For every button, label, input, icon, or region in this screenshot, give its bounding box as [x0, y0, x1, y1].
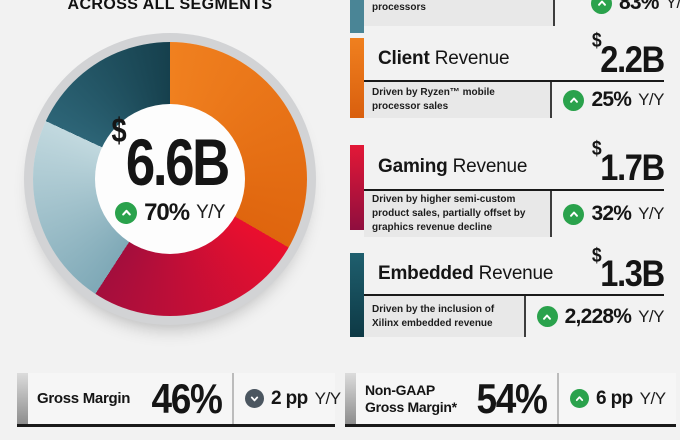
revenue-donut-chart: $6.6B 70% Y/Y [33, 42, 307, 316]
non-gaap-margin-value: 54% [476, 374, 548, 422]
growth-percent: 83% [619, 0, 659, 14]
gaming-revenue-value: $1.7B [592, 139, 666, 188]
card-non-gaap-gross-margin: Non-GAAP Gross Margin* 54% 6 pp Y/Y [345, 373, 676, 427]
segment-name: Client [378, 48, 430, 69]
page-title: ACROSS ALL SEGMENTS [67, 0, 273, 13]
up-arrow-icon [591, 0, 612, 14]
donut-hole: $6.6B 70% Y/Y [95, 104, 245, 254]
segment-type: Revenue [434, 48, 510, 69]
gray-color-bar [17, 373, 28, 424]
embedded-growth: 2,228% Y/Y [526, 296, 664, 337]
embedded-revenue-value: $1.3B [592, 246, 666, 294]
up-arrow-icon [536, 306, 558, 327]
card-datacenter-partial: processors 83% Y/Y [350, 0, 680, 33]
non-gaap-label-line2: Gross Margin* [365, 398, 457, 415]
gaming-growth: 32% Y/Y [552, 191, 664, 237]
segment-name: Gaming [378, 156, 448, 177]
change-suffix: Y/Y [639, 388, 666, 408]
up-arrow-icon [563, 89, 585, 111]
card-title: Embedded Revenue [378, 263, 553, 285]
up-arrow-icon [563, 203, 585, 225]
growth-percent: 70% [144, 198, 190, 226]
gross-margin-change: 2 pp Y/Y [234, 373, 341, 424]
divider [553, 0, 555, 26]
divider [232, 373, 234, 424]
client-growth: 25% Y/Y [552, 82, 664, 118]
card-gaming-revenue: Gaming Revenue $1.7B Driven by higher se… [350, 139, 666, 237]
total-amount: 6.6B [126, 125, 230, 200]
card-embedded-revenue: Embedded Revenue $1.3B Driven by the inc… [350, 246, 666, 337]
datacenter-description: processors [364, 0, 553, 26]
currency-sign: $ [592, 138, 602, 161]
datacenter-color-bar [350, 0, 364, 33]
non-gaap-label-line1: Non-GAAP [365, 382, 435, 399]
gaming-description: Driven by higher semi-custom product sal… [364, 191, 551, 237]
growth-suffix: Y/Y [638, 204, 664, 223]
card-title: Client Revenue [378, 48, 510, 70]
change-suffix: Y/Y [314, 388, 341, 408]
divider [364, 80, 664, 82]
currency-sign: $ [592, 30, 602, 53]
change-value: 2 pp [271, 387, 308, 409]
amount: 1.3B [600, 253, 666, 294]
gaming-color-bar [350, 145, 364, 230]
currency-sign: $ [111, 112, 127, 151]
growth-percent: 2,228% [564, 304, 632, 328]
card-title: Gaming Revenue [378, 156, 527, 178]
total-revenue-value: $6.6B [112, 114, 231, 195]
gross-margin-label: Gross Margin [37, 389, 131, 407]
segment-name: Embedded [378, 262, 474, 284]
segment-type: Revenue [452, 156, 528, 177]
embedded-color-bar [350, 253, 364, 337]
growth-percent: 32% [591, 202, 632, 225]
up-arrow-icon [115, 201, 138, 224]
total-growth: 70% Y/Y [115, 198, 226, 227]
datacenter-growth: 83% Y/Y [580, 0, 680, 15]
client-description: Driven by Ryzen™ mobile processor sales [364, 82, 551, 118]
down-arrow-icon [245, 389, 264, 408]
growth-suffix: Y/Y [638, 90, 664, 109]
segment-type: Revenue [478, 262, 554, 284]
card-client-revenue: Client Revenue $2.2B Driven by Ryzen™ mo… [350, 31, 666, 118]
growth-suffix: Y/Y [196, 201, 225, 223]
amount: 1.7B [600, 146, 666, 188]
change-value: 6 pp [596, 387, 633, 409]
divider [550, 82, 553, 118]
client-color-bar [350, 38, 364, 118]
card-gross-margin: Gross Margin 46% 2 pp Y/Y [17, 373, 341, 427]
growth-percent: 25% [591, 88, 632, 111]
divider [550, 191, 553, 237]
growth-suffix: Y/Y [665, 0, 680, 12]
divider [364, 189, 664, 191]
up-arrow-icon [570, 389, 589, 408]
gray-color-bar [345, 373, 356, 424]
non-gaap-margin-change: 6 pp Y/Y [559, 373, 676, 424]
amount: 2.2B [600, 38, 666, 80]
divider [364, 294, 664, 296]
currency-sign: $ [592, 244, 602, 267]
divider [557, 373, 559, 424]
divider [523, 296, 526, 337]
growth-suffix: Y/Y [638, 306, 664, 326]
embedded-description: Driven by the inclusion of Xilinx embedd… [364, 296, 524, 337]
client-revenue-value: $2.2B [592, 31, 666, 80]
gross-margin-value: 46% [151, 374, 223, 422]
